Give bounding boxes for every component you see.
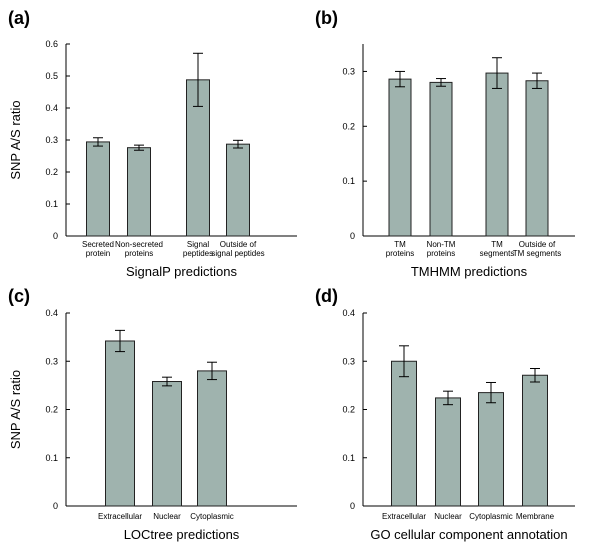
panel-label: (c)	[8, 286, 30, 306]
bar	[435, 397, 461, 507]
y-tick-label: 0.3	[45, 135, 58, 145]
x-category-label: signal peptides	[211, 249, 264, 258]
y-axis-label: SNP A/S ratio	[8, 370, 23, 449]
bar	[525, 80, 549, 237]
panel-label: (d)	[315, 286, 338, 306]
bar	[127, 147, 151, 237]
y-tick-label: 0.1	[342, 453, 355, 463]
x-category-label: TM	[491, 240, 503, 249]
bar	[391, 360, 417, 507]
x-category-label: segments	[480, 249, 515, 258]
x-category-label: Outside of	[220, 240, 257, 249]
y-tick-label: 0.4	[342, 308, 355, 318]
y-tick-label: 0.3	[45, 356, 58, 366]
y-tick-label: 0.2	[342, 405, 355, 415]
y-tick-label: 0	[350, 231, 355, 241]
y-tick-label: 0.6	[45, 39, 58, 49]
bar	[485, 72, 509, 237]
bar	[86, 141, 110, 237]
panel-label: (a)	[8, 8, 30, 28]
x-axis-label: LOCtree predictions	[124, 527, 240, 542]
bar	[105, 340, 135, 507]
bar	[152, 381, 182, 507]
y-tick-label: 0.3	[342, 66, 355, 76]
x-category-label: Cytoplasmic	[469, 512, 513, 521]
y-tick-label: 0.1	[45, 453, 58, 463]
x-category-label: peptides	[183, 249, 213, 258]
y-tick-label: 0.2	[45, 167, 58, 177]
y-tick-label: 0.4	[45, 308, 58, 318]
x-category-label: Non-TM	[427, 240, 456, 249]
x-category-label: Non-secreted	[115, 240, 163, 249]
x-category-label: Nuclear	[434, 512, 462, 521]
x-category-label: Secreted	[82, 240, 114, 249]
y-tick-label: 0	[53, 501, 58, 511]
y-tick-label: 0.1	[45, 199, 58, 209]
bar	[429, 81, 453, 237]
x-axis-label: GO cellular component annotation	[370, 527, 567, 542]
y-tick-label: 0.3	[342, 356, 355, 366]
chart-panel-2: (b)00.10.20.3TMproteinsNon-TMproteinsTMs…	[315, 8, 575, 279]
y-tick-label: 0.1	[342, 176, 355, 186]
chart-panel-4: (d) 0 0.1 0.2 0.3 0.4 Extracellular Nuclear Cyto…	[315, 286, 575, 542]
x-category-label: Outside of	[519, 240, 556, 249]
x-category-label: Nuclear	[153, 512, 181, 521]
x-category-label: proteins	[427, 249, 455, 258]
x-category-label: Extracellular	[382, 512, 426, 521]
x-category-label: TM segments	[513, 249, 561, 258]
y-tick-label: 0.4	[45, 103, 58, 113]
bar	[522, 374, 548, 507]
y-tick-label: 0.2	[342, 121, 355, 131]
panel-label: (b)	[315, 8, 338, 28]
x-category-label: proteins	[125, 249, 153, 258]
bar	[197, 370, 227, 507]
bar	[388, 78, 412, 237]
x-category-label: TM	[394, 240, 406, 249]
y-tick-label: 0	[350, 501, 355, 511]
x-axis-label: SignalP predictions	[126, 264, 238, 279]
chart-panel-3: (c) 0 0.1 0.2 0.3 0.4 Extracellular Nuclear Cyto…	[8, 286, 297, 542]
y-axis-label: SNP A/S ratio	[8, 100, 23, 179]
x-category-label: Extracellular	[98, 512, 142, 521]
x-axis-label: TMHMM predictions	[411, 264, 528, 279]
bar	[478, 392, 504, 507]
x-category-label: Cytoplasmic	[190, 512, 234, 521]
x-category-label: Membrane	[516, 512, 555, 521]
y-tick-label: 0.2	[45, 405, 58, 415]
y-tick-label: 0	[53, 231, 58, 241]
x-category-label: proteins	[386, 249, 414, 258]
y-tick-label: 0.5	[45, 71, 58, 81]
x-category-label: protein	[86, 249, 110, 258]
bar	[226, 143, 250, 237]
x-category-label: Signal	[187, 240, 209, 249]
